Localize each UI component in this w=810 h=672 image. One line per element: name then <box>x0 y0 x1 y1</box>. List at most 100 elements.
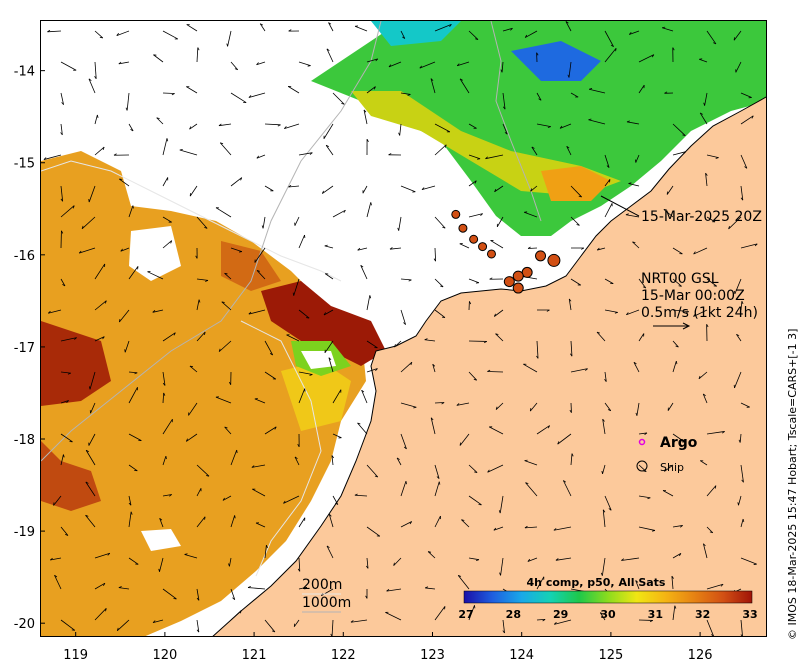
ship-marker[interactable] <box>512 270 524 282</box>
current-arrow <box>196 331 206 342</box>
current-arrow-head <box>741 301 744 305</box>
current-arrow-head <box>649 620 653 623</box>
current-arrow-head <box>476 559 480 562</box>
ship-marker[interactable] <box>503 276 515 288</box>
current-arrow-head <box>706 324 709 328</box>
ship-marker[interactable] <box>478 242 488 252</box>
current-arrow <box>324 340 334 354</box>
ship-marker[interactable] <box>451 209 461 219</box>
current-arrow <box>524 211 538 218</box>
current-arrow-head <box>326 48 330 51</box>
current-arrow <box>602 464 606 475</box>
current-arrow <box>570 278 581 286</box>
current-arrow-head <box>728 225 730 230</box>
current-arrow <box>570 92 579 98</box>
current-arrow-head <box>165 456 167 460</box>
current-arrow <box>288 185 300 188</box>
current-arrow-head <box>309 374 313 376</box>
current-arrow-head <box>413 406 417 409</box>
current-arrow <box>604 179 611 187</box>
current-arrow <box>298 234 305 249</box>
current-arrow <box>570 453 573 466</box>
colorbar-tick-label: 31 <box>648 608 663 621</box>
current-arrow <box>128 371 138 374</box>
current-arrow <box>264 619 276 633</box>
current-arrow-head <box>600 572 603 576</box>
current-arrow-head <box>370 202 372 206</box>
current-arrow <box>298 586 307 590</box>
current-arrow-head <box>61 230 64 234</box>
sst-cloud-hole-north <box>271 81 371 151</box>
current-arrow <box>298 61 311 66</box>
current-arrow <box>323 123 334 139</box>
current-arrow <box>94 146 105 156</box>
current-arrow-head <box>527 246 531 249</box>
ship-marker[interactable] <box>469 234 479 244</box>
colorbar-tick-label: 28 <box>506 608 521 621</box>
current-arrow <box>728 216 742 230</box>
current-arrow-head <box>606 165 610 168</box>
current-arrow <box>705 173 708 187</box>
current-arrow <box>740 301 743 311</box>
x-tick-label: 121 <box>242 648 267 663</box>
current-arrow <box>162 30 178 40</box>
current-arrow <box>434 278 444 288</box>
current-arrow <box>53 495 62 506</box>
current-arrow <box>602 419 606 435</box>
current-arrow-head <box>179 148 183 151</box>
current-arrow <box>60 61 77 71</box>
current-arrow <box>468 213 483 218</box>
current-arrow <box>60 619 76 631</box>
current-arrow <box>389 247 402 250</box>
current-arrow <box>662 27 674 32</box>
current-arrow <box>502 123 508 135</box>
current-arrow <box>162 494 172 497</box>
current-arrow <box>159 557 164 572</box>
current-arrow <box>255 522 266 528</box>
current-arrow <box>85 481 96 497</box>
current-arrow <box>94 336 105 342</box>
ship-track[interactable] <box>451 209 561 294</box>
current-arrow <box>662 490 674 497</box>
current-arrow-head <box>678 285 682 287</box>
current-arrow-head <box>693 313 696 317</box>
current-arrow <box>740 185 744 201</box>
current-arrow-head <box>500 69 503 73</box>
current-arrow <box>635 154 640 163</box>
ship-marker[interactable] <box>535 250 547 262</box>
depth-label-1000m: 1000m <box>302 595 351 611</box>
current-arrow-head <box>118 586 122 588</box>
ship-marker[interactable] <box>486 249 496 259</box>
current-arrow <box>43 154 62 160</box>
current-arrow-head <box>408 279 412 282</box>
current-arrow <box>706 619 714 636</box>
current-arrow <box>254 398 266 404</box>
current-arrow <box>89 371 96 390</box>
current-arrow <box>400 433 407 450</box>
current-arrow-head <box>440 285 444 288</box>
current-arrow-head <box>47 310 51 314</box>
current-arrow <box>523 363 538 373</box>
ship-marker[interactable] <box>512 282 524 294</box>
current-arrow-head <box>102 336 105 340</box>
current-arrow-head <box>405 481 407 485</box>
current-arrow <box>126 92 130 111</box>
ship-marker[interactable] <box>547 253 561 267</box>
current-arrow-head <box>449 24 452 27</box>
current-arrow <box>332 92 345 105</box>
current-arrow <box>434 481 440 497</box>
current-arrow <box>218 340 232 352</box>
sst-map[interactable]: 15-Mar-2025 20Z NRT00 GSL 15-Mar 00:00Z … <box>40 20 767 637</box>
current-arrow <box>188 402 198 416</box>
current-arrow-head <box>189 365 193 368</box>
current-arrow <box>128 205 134 218</box>
current-arrow <box>434 309 446 318</box>
current-arrow-head <box>675 345 679 348</box>
current-arrow-head <box>596 331 600 334</box>
current-arrow-head <box>396 457 400 460</box>
current-arrow-head <box>128 502 132 506</box>
current-arrow <box>601 557 606 576</box>
sst-cyan-patch <box>371 21 461 46</box>
ship-marker[interactable] <box>458 223 468 233</box>
current-arrow-head <box>596 247 600 251</box>
